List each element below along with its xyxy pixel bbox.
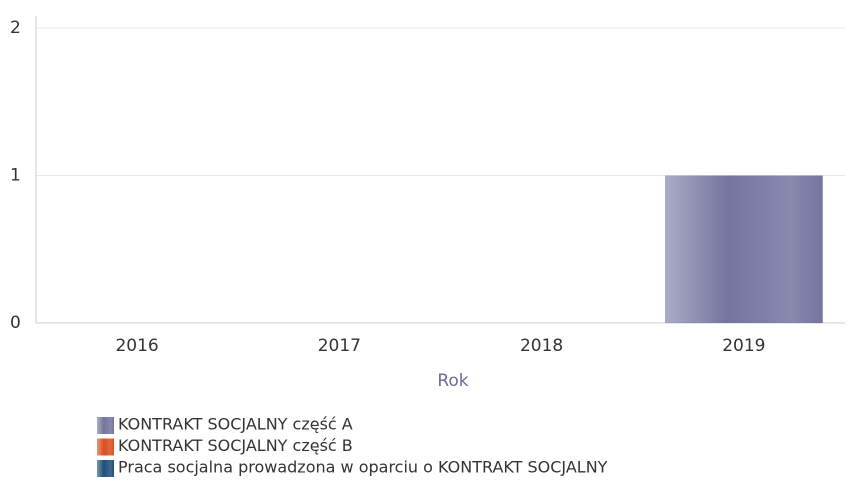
y-tick-label: 1: [10, 166, 21, 186]
legend-swatch: [97, 438, 114, 456]
x-tick-label: 2018: [520, 336, 563, 356]
x-tick-label: 2019: [722, 336, 765, 356]
legend-swatch: [97, 460, 114, 477]
y-tick-label: 2: [10, 18, 21, 38]
legend-label: Praca socjalna prowadzona w oparciu o KO…: [118, 458, 608, 477]
legend-label: KONTRAKT SOCJALNY część B: [118, 436, 353, 455]
legend-label: KONTRAKT SOCJALNY część A: [118, 415, 353, 434]
legend-swatch: [97, 417, 114, 434]
x-tick-label: 2016: [115, 336, 158, 356]
bar-segment: [664, 175, 823, 323]
y-tick-label: 0: [10, 313, 21, 333]
x-tick-label: 2017: [318, 336, 361, 356]
x-axis-label: Rok: [437, 371, 468, 391]
